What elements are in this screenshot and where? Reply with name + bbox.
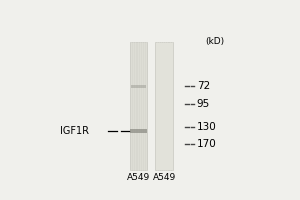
Text: IGF1R: IGF1R: [60, 126, 89, 136]
Bar: [130, 129, 147, 133]
Text: 170: 170: [197, 139, 217, 149]
Text: 95: 95: [197, 99, 210, 109]
Bar: [130, 42, 147, 170]
Text: A549: A549: [153, 173, 176, 182]
Text: A549: A549: [127, 173, 150, 182]
Text: 72: 72: [197, 81, 210, 91]
Bar: [155, 42, 173, 170]
Bar: [131, 85, 146, 88]
Text: 130: 130: [197, 122, 217, 132]
Text: (kD): (kD): [205, 37, 224, 46]
